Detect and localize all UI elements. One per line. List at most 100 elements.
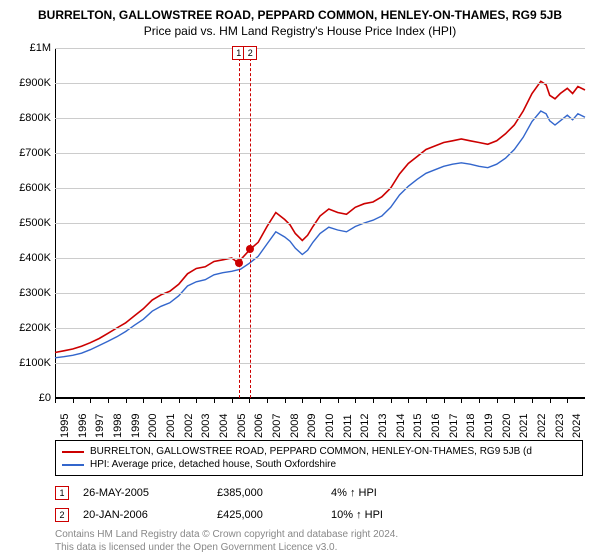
chart-title-main: BURRELTON, GALLOWSTREE ROAD, PEPPARD COM… bbox=[0, 0, 600, 22]
x-axis-tick bbox=[232, 398, 233, 403]
x-axis-label: 2003 bbox=[200, 414, 212, 438]
x-axis-tick bbox=[444, 398, 445, 403]
x-axis-tick bbox=[550, 398, 551, 403]
x-axis-tick bbox=[249, 398, 250, 403]
x-axis-tick bbox=[161, 398, 162, 403]
footnote: Contains HM Land Registry data © Crown c… bbox=[55, 528, 398, 554]
gridline-horizontal bbox=[55, 363, 585, 364]
y-axis-label: £1M bbox=[1, 42, 51, 54]
series-line-price-paid bbox=[55, 81, 585, 352]
gridline-horizontal bbox=[55, 223, 585, 224]
x-axis-label: 2020 bbox=[501, 414, 513, 438]
legend-row: HPI: Average price, detached house, Sout… bbox=[62, 458, 576, 471]
x-axis-tick bbox=[408, 398, 409, 403]
x-axis-label: 2002 bbox=[183, 414, 195, 438]
x-axis-tick bbox=[373, 398, 374, 403]
sale-row: 1 26-MAY-2005 £385,000 4% ↑ HPI bbox=[55, 486, 585, 500]
x-axis-tick bbox=[320, 398, 321, 403]
x-axis-label: 2018 bbox=[465, 414, 477, 438]
footnote-line: Contains HM Land Registry data © Crown c… bbox=[55, 528, 398, 541]
x-axis-label: 2019 bbox=[483, 414, 495, 438]
gridline-horizontal bbox=[55, 328, 585, 329]
legend: BURRELTON, GALLOWSTREE ROAD, PEPPARD COM… bbox=[55, 440, 583, 476]
x-axis-label: 2010 bbox=[324, 414, 336, 438]
x-axis-label: 1995 bbox=[59, 414, 71, 438]
x-axis-label: 2000 bbox=[147, 414, 159, 438]
y-axis-label: £700K bbox=[1, 147, 51, 159]
x-axis-tick bbox=[426, 398, 427, 403]
y-axis-label: £100K bbox=[1, 357, 51, 369]
legend-label-hpi: HPI: Average price, detached house, Sout… bbox=[90, 459, 336, 470]
x-axis-label: 2024 bbox=[571, 414, 583, 438]
sale-marker-dot bbox=[235, 259, 243, 267]
x-axis-label: 2001 bbox=[165, 414, 177, 438]
gridline-horizontal bbox=[55, 83, 585, 84]
x-axis-tick bbox=[497, 398, 498, 403]
x-axis-tick bbox=[302, 398, 303, 403]
gridline-horizontal bbox=[55, 188, 585, 189]
x-axis-label: 2009 bbox=[306, 414, 318, 438]
legend-row: BURRELTON, GALLOWSTREE ROAD, PEPPARD COM… bbox=[62, 445, 576, 458]
x-axis-tick bbox=[179, 398, 180, 403]
sale-pct: 10% ↑ HPI bbox=[331, 509, 451, 521]
x-axis-label: 2006 bbox=[253, 414, 265, 438]
chart-plot-area: £0£100K£200K£300K£400K£500K£600K£700K£80… bbox=[55, 48, 585, 398]
footnote-line: This data is licensed under the Open Gov… bbox=[55, 541, 398, 554]
x-axis-label: 2007 bbox=[271, 414, 283, 438]
y-axis-label: £200K bbox=[1, 322, 51, 334]
sale-date: 20-JAN-2006 bbox=[83, 509, 203, 521]
x-axis-tick bbox=[90, 398, 91, 403]
x-axis-label: 2013 bbox=[377, 414, 389, 438]
y-axis-label: £0 bbox=[1, 392, 51, 404]
x-axis-tick bbox=[355, 398, 356, 403]
x-axis-label: 1996 bbox=[77, 414, 89, 438]
legend-label-price-paid: BURRELTON, GALLOWSTREE ROAD, PEPPARD COM… bbox=[90, 446, 532, 457]
x-axis-tick bbox=[479, 398, 480, 403]
chart-container: BURRELTON, GALLOWSTREE ROAD, PEPPARD COM… bbox=[0, 0, 600, 560]
x-axis-tick bbox=[461, 398, 462, 403]
y-axis-label: £500K bbox=[1, 217, 51, 229]
sale-price: £425,000 bbox=[217, 509, 317, 521]
x-axis-tick bbox=[514, 398, 515, 403]
sale-price: £385,000 bbox=[217, 487, 317, 499]
y-axis-label: £300K bbox=[1, 287, 51, 299]
gridline-horizontal bbox=[55, 293, 585, 294]
x-axis-tick bbox=[338, 398, 339, 403]
x-axis-label: 1997 bbox=[94, 414, 106, 438]
x-axis-tick bbox=[143, 398, 144, 403]
sale-marker-number: 1 bbox=[55, 486, 69, 500]
y-axis-label: £600K bbox=[1, 182, 51, 194]
x-axis-label: 1999 bbox=[130, 414, 142, 438]
legend-swatch-hpi bbox=[62, 464, 84, 466]
x-axis-label: 2017 bbox=[448, 414, 460, 438]
series-line-hpi bbox=[55, 111, 585, 358]
x-axis-label: 2012 bbox=[359, 414, 371, 438]
x-axis-label: 2004 bbox=[218, 414, 230, 438]
sale-marker-line bbox=[239, 48, 240, 398]
sale-marker-dot bbox=[246, 245, 254, 253]
legend-swatch-price-paid bbox=[62, 451, 84, 453]
y-axis-label: £800K bbox=[1, 112, 51, 124]
x-axis-label: 2016 bbox=[430, 414, 442, 438]
gridline-horizontal bbox=[55, 153, 585, 154]
gridline-horizontal bbox=[55, 258, 585, 259]
x-axis-label: 2015 bbox=[412, 414, 424, 438]
x-axis-label: 2008 bbox=[289, 414, 301, 438]
x-axis-tick bbox=[73, 398, 74, 403]
y-axis-label: £900K bbox=[1, 77, 51, 89]
x-axis-tick bbox=[55, 398, 56, 403]
x-axis-label: 2011 bbox=[342, 414, 354, 438]
x-axis-tick bbox=[267, 398, 268, 403]
chart-title-sub: Price paid vs. HM Land Registry's House … bbox=[0, 22, 600, 38]
y-axis-label: £400K bbox=[1, 252, 51, 264]
x-axis-tick bbox=[126, 398, 127, 403]
x-axis-tick bbox=[196, 398, 197, 403]
x-axis-tick bbox=[391, 398, 392, 403]
sale-marker-number: 2 bbox=[55, 508, 69, 522]
x-axis-label: 1998 bbox=[112, 414, 124, 438]
x-axis-tick bbox=[567, 398, 568, 403]
gridline-horizontal bbox=[55, 118, 585, 119]
sale-pct: 4% ↑ HPI bbox=[331, 487, 451, 499]
x-axis-tick bbox=[532, 398, 533, 403]
x-axis-label: 2014 bbox=[395, 414, 407, 438]
